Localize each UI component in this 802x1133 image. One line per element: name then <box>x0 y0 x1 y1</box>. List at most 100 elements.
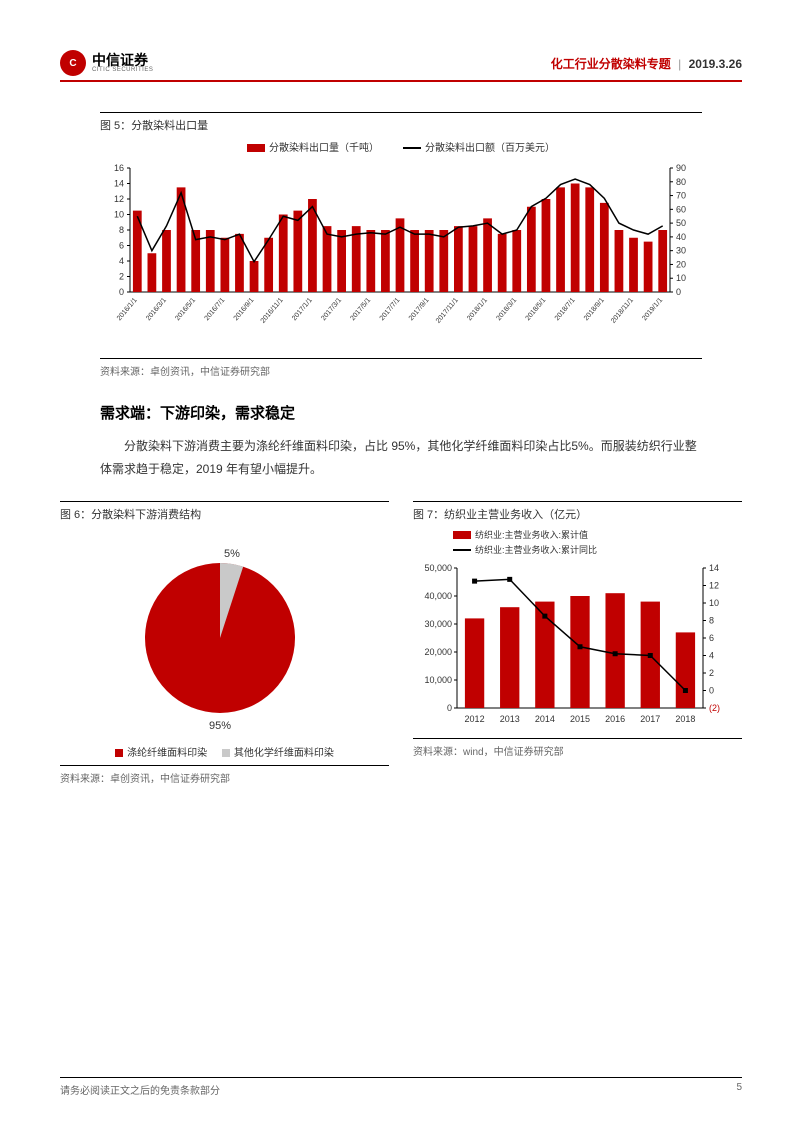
fig6-legend2: 其他化学纤维面料印染 <box>234 748 334 759</box>
pie-swatch1-icon <box>115 749 123 757</box>
page-footer: 请务必阅读正文之后的免责条款部分 5 <box>60 1077 742 1097</box>
svg-text:2017/11/1: 2017/11/1 <box>435 297 460 325</box>
page-header: C 中信证券 CITIC SECURITIES 化工行业分散染料专题 | 201… <box>60 50 742 82</box>
svg-text:2018/7/1: 2018/7/1 <box>554 297 577 322</box>
fig6-caption: 图 6：分散染料下游消费结构 <box>60 501 389 522</box>
header-sep: | <box>678 57 681 71</box>
fig5-legend-bar: 分散染料出口量（千吨） <box>269 143 379 154</box>
svg-text:2018/5/1: 2018/5/1 <box>525 297 548 322</box>
pie-swatch2-icon <box>222 749 230 757</box>
fig5-legend-line: 分散染料出口额（百万美元） <box>425 143 555 154</box>
svg-text:4: 4 <box>709 650 714 660</box>
figure-5: 图 5：分散染料出口量 分散染料出口量（千吨） 分散染料出口额（百万美元） 02… <box>100 112 702 378</box>
svg-text:10: 10 <box>676 273 686 283</box>
svg-text:8: 8 <box>709 615 714 625</box>
svg-text:2018/9/1: 2018/9/1 <box>583 297 606 322</box>
svg-text:2018: 2018 <box>675 714 695 724</box>
svg-text:2018/11/1: 2018/11/1 <box>610 297 635 325</box>
svg-text:6: 6 <box>709 633 714 643</box>
svg-text:95%: 95% <box>209 720 231 732</box>
svg-text:10,000: 10,000 <box>424 675 452 685</box>
footer-left: 请务必阅读正文之后的免责条款部分 <box>60 1082 220 1097</box>
fig5-caption: 图 5：分散染料出口量 <box>100 112 702 133</box>
svg-text:2017/3/1: 2017/3/1 <box>320 297 343 322</box>
page-number: 5 <box>736 1082 742 1097</box>
svg-text:80: 80 <box>676 177 686 187</box>
svg-text:4: 4 <box>119 256 124 266</box>
svg-text:2016/7/1: 2016/7/1 <box>204 297 227 322</box>
header-topic: 化工行业分散染料专题 <box>551 57 671 71</box>
svg-text:12: 12 <box>709 580 719 590</box>
svg-text:2015: 2015 <box>570 714 590 724</box>
svg-text:50: 50 <box>676 218 686 228</box>
fig7-caption: 图 7：纺织业主营业务收入（亿元） <box>413 501 742 522</box>
svg-text:10: 10 <box>114 210 124 220</box>
fig5-legend: 分散染料出口量（千吨） 分散染料出口额（百万美元） <box>100 139 702 154</box>
svg-text:2012: 2012 <box>465 714 485 724</box>
svg-text:2017/5/1: 2017/5/1 <box>349 297 372 322</box>
svg-text:5%: 5% <box>224 548 240 560</box>
svg-text:2014: 2014 <box>535 714 555 724</box>
svg-text:2016/1/1: 2016/1/1 <box>116 297 139 322</box>
svg-text:2019/1/1: 2019/1/1 <box>641 297 664 322</box>
svg-text:2018/1/1: 2018/1/1 <box>466 297 489 322</box>
header-meta: 化工行业分散染料专题 | 2019.3.26 <box>551 55 742 72</box>
svg-text:2: 2 <box>709 668 714 678</box>
fig5-chart: 0 2 4 6 8 10 12 14 16 0 10 20 30 40 50 60 70 80 90 2016/1/1… <box>100 162 700 352</box>
bar-swatch-icon <box>247 144 265 152</box>
svg-text:12: 12 <box>114 194 124 204</box>
fig7-legend-line: 纺织业:主营业务收入:累计同比 <box>475 545 597 555</box>
figure-7: 图 7：纺织业主营业务收入（亿元） 纺织业:主营业务收入:累计值 纺织业:主营业… <box>413 501 742 785</box>
svg-text:2017: 2017 <box>640 714 660 724</box>
line-swatch-icon <box>403 147 421 149</box>
svg-text:0: 0 <box>447 703 452 713</box>
svg-text:70: 70 <box>676 191 686 201</box>
svg-text:0: 0 <box>709 685 714 695</box>
line-swatch2-icon <box>453 549 471 551</box>
svg-text:50,000: 50,000 <box>424 563 452 573</box>
svg-text:90: 90 <box>676 163 686 173</box>
svg-text:2016/5/1: 2016/5/1 <box>174 297 197 322</box>
svg-text:10: 10 <box>709 598 719 608</box>
fig6-legend: 涤纶纤维面料印染 其他化学纤维面料印染 <box>60 744 389 759</box>
svg-text:40,000: 40,000 <box>424 591 452 601</box>
svg-text:40: 40 <box>676 232 686 242</box>
svg-text:30,000: 30,000 <box>424 619 452 629</box>
section-para: 分散染料下游消费主要为涤纶纤维面料印染，占比 95%，其他化学纤维面料印染占比5… <box>100 435 702 481</box>
header-date: 2019.3.26 <box>689 57 742 71</box>
svg-text:2: 2 <box>119 272 124 282</box>
svg-text:2017/7/1: 2017/7/1 <box>379 297 402 322</box>
svg-text:2013: 2013 <box>500 714 520 724</box>
svg-text:2016/9/1: 2016/9/1 <box>233 297 256 322</box>
svg-text:6: 6 <box>119 241 124 251</box>
fig7-chart: 0 10,000 20,000 30,000 40,000 50,000 (2) 0 2 4 6 8 1… <box>413 562 733 732</box>
svg-text:2018/3/1: 2018/3/1 <box>495 297 518 322</box>
fig7-legend: 纺织业:主营业务收入:累计值 纺织业:主营业务收入:累计同比 <box>453 528 742 556</box>
svg-text:2017/9/1: 2017/9/1 <box>408 297 431 322</box>
logo-cn: 中信证券 <box>92 53 153 67</box>
svg-text:14: 14 <box>709 563 719 573</box>
svg-text:8: 8 <box>119 225 124 235</box>
svg-text:2017/1/1: 2017/1/1 <box>291 297 314 322</box>
svg-text:0: 0 <box>119 287 124 297</box>
logo: C 中信证券 CITIC SECURITIES <box>60 50 153 76</box>
fig7-source: 资料来源：wind，中信证券研究部 <box>413 738 742 758</box>
svg-text:2016: 2016 <box>605 714 625 724</box>
fig6-legend1: 涤纶纤维面料印染 <box>127 748 207 759</box>
section-title: 需求端：下游印染，需求稳定 <box>100 402 702 423</box>
svg-text:0: 0 <box>676 287 681 297</box>
svg-text:60: 60 <box>676 204 686 214</box>
svg-text:20: 20 <box>676 259 686 269</box>
two-col: 图 6：分散染料下游消费结构 5% 95% 涤纶纤维面料印染 其他化学纤维面料印染… <box>60 501 742 785</box>
fig5-source: 资料来源：卓创资讯，中信证券研究部 <box>100 358 702 378</box>
bar-swatch2-icon <box>453 531 471 539</box>
fig7-legend-bar: 纺织业:主营业务收入:累计值 <box>475 530 588 540</box>
svg-text:30: 30 <box>676 246 686 256</box>
svg-text:14: 14 <box>114 179 124 189</box>
svg-text:2016/11/1: 2016/11/1 <box>260 297 285 325</box>
svg-text:20,000: 20,000 <box>424 647 452 657</box>
logo-en: CITIC SECURITIES <box>92 67 153 73</box>
svg-text:16: 16 <box>114 163 124 173</box>
svg-text:(2): (2) <box>709 703 720 713</box>
svg-text:2016/3/1: 2016/3/1 <box>145 297 168 322</box>
